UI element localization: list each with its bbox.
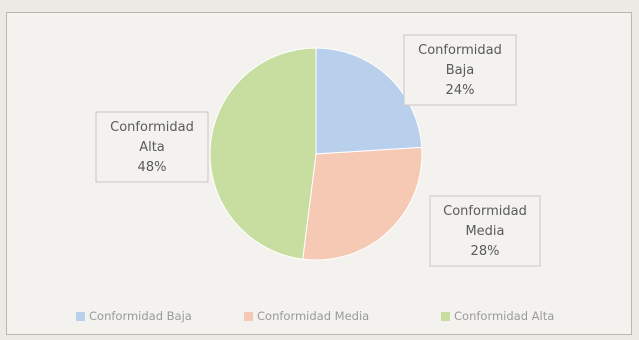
data-label-media-line1: Conformidad — [443, 204, 527, 219]
data-label-alta: Conformidad Alta 48% — [95, 111, 209, 183]
data-label-baja-line1: Conformidad — [418, 43, 502, 58]
legend-swatch-baja — [76, 312, 85, 321]
data-label-baja-box — [403, 34, 517, 106]
legend-swatch-alta — [441, 312, 450, 321]
data-label-media-line2: Media — [465, 224, 504, 239]
data-label-alta-box — [95, 111, 209, 183]
data-label-alta-value: 48% — [138, 160, 167, 175]
pie-slice-media — [302, 146, 423, 261]
legend-swatch-media — [244, 312, 253, 321]
data-label-baja: Conformidad Baja 24% — [403, 34, 517, 106]
pie-slice-baja — [315, 47, 423, 155]
legend-label-baja: Conformidad Baja — [89, 309, 192, 323]
data-label-alta-line2: Alta — [139, 140, 165, 155]
data-label-media-value: 28% — [471, 244, 500, 259]
legend: Conformidad Baja Conformidad Media Confo… — [76, 309, 554, 323]
data-label-media: Conformidad Media 28% — [429, 195, 541, 267]
pie-slice-alta — [209, 47, 317, 260]
data-label-alta-line1: Conformidad — [110, 120, 194, 135]
legend-label-media: Conformidad Media — [257, 309, 369, 323]
data-label-baja-value: 24% — [446, 83, 475, 98]
pie-slices — [209, 47, 423, 261]
legend-label-alta: Conformidad Alta — [454, 309, 554, 323]
data-label-baja-line2: Baja — [446, 63, 474, 78]
data-label-media-box — [429, 195, 541, 267]
